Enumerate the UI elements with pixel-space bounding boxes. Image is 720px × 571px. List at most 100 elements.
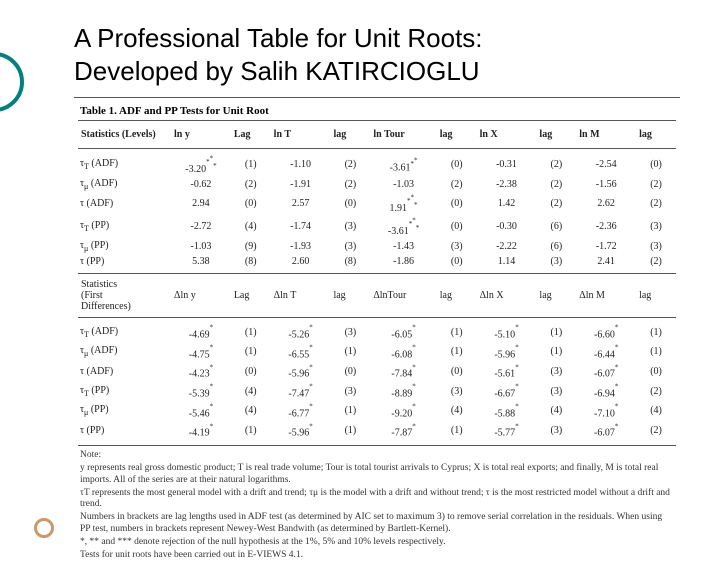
stat-label: τT (PP) (78, 381, 171, 401)
col-lntour: ln Tour (370, 121, 436, 149)
col-stat-label: Statistics (Levels) (78, 121, 171, 149)
table-row: τμ (PP)-1.03(9)-1.93(3)-1.43(3)-2.22(6)-… (78, 238, 676, 254)
cell-value: -7.87* (370, 421, 436, 445)
note-p4: *, ** and *** denote rejection of the nu… (80, 537, 674, 549)
cell-lag: (0) (437, 149, 477, 177)
col-lag: lag (330, 273, 370, 317)
cell-lag: (1) (330, 421, 370, 445)
cell-value: -6.94* (576, 381, 636, 401)
cell-value: -1.86 (370, 254, 436, 273)
cell-value: -1.93 (271, 238, 331, 254)
col-lag: lag (437, 121, 477, 149)
cell-lag: (3) (536, 421, 576, 445)
cell-value: -4.23* (171, 362, 231, 382)
col-lnt: ln T (271, 121, 331, 149)
col-lag: lag (636, 273, 676, 317)
table-panel: Table 1. ADF and PP Tests for Unit Root … (74, 97, 680, 571)
cell-value: -0.62 (171, 176, 231, 192)
cell-lag: (0) (231, 362, 271, 382)
table-row: τT (PP)-5.39*(4)-7.47*(3)-8.89*(3)-6.67*… (78, 381, 676, 401)
cell-lag: (0) (231, 192, 271, 215)
cell-lag: (1) (231, 342, 271, 362)
stat-label: τT (ADF) (78, 317, 171, 342)
cell-value: 2.60 (271, 254, 331, 273)
cell-value: -5.46* (171, 401, 231, 421)
table-row: τ (PP)-4.19*(1)-5.96*(1)-7.87*(1)-5.77*(… (78, 421, 676, 445)
cell-lag: (3) (437, 381, 477, 401)
diffs-label-1: Statistics (81, 279, 117, 290)
table-row: τμ (ADF)-0.62(2)-1.91(2)-1.03(2)-2.38(2)… (78, 176, 676, 192)
col-dlnx: Δln X (477, 273, 537, 317)
cell-lag: (1) (536, 342, 576, 362)
col-lag: lag (536, 273, 576, 317)
cell-lag: (2) (330, 176, 370, 192)
stat-label: τ (ADF) (78, 362, 171, 382)
cell-lag: (1) (231, 317, 271, 342)
cell-value: -5.10* (477, 317, 537, 342)
cell-value: -2.54 (576, 149, 636, 177)
col-dlny: Δln y (171, 273, 231, 317)
cell-lag: (0) (636, 362, 676, 382)
cell-value: -6.55* (271, 342, 331, 362)
cell-lag: (4) (636, 401, 676, 421)
cell-value: 5.38 (171, 254, 231, 273)
cell-lag: (2) (636, 176, 676, 192)
cell-lag: (1) (437, 342, 477, 362)
cell-value: -0.30 (477, 215, 537, 238)
cell-lag: (1) (636, 342, 676, 362)
cell-value: -5.88* (477, 401, 537, 421)
cell-lag: (3) (330, 238, 370, 254)
cell-value: -5.96* (477, 342, 537, 362)
table-row: τT (ADF)-4.69*(1)-5.26*(3)-6.05*(1)-5.10… (78, 317, 676, 342)
cell-value: -3.61** (370, 149, 436, 177)
col-dlnt: Δln T (271, 273, 331, 317)
cell-value: -2.72 (171, 215, 231, 238)
table-row: τ (ADF)-4.23*(0)-5.96*(0)-7.84*(0)-5.61*… (78, 362, 676, 382)
cell-lag: (0) (636, 149, 676, 177)
cell-value: -2.36 (576, 215, 636, 238)
cell-value: -7.47* (271, 381, 331, 401)
cell-value: -4.19* (171, 421, 231, 445)
cell-lag: (3) (536, 254, 576, 273)
col-lag: lag (636, 121, 676, 149)
col-lag: lag (330, 121, 370, 149)
cell-value: -5.96* (271, 362, 331, 382)
cell-lag: (4) (231, 215, 271, 238)
cell-value: -6.44* (576, 342, 636, 362)
title-line-2: Developed by Salih KATIRCIOGLU (74, 56, 480, 86)
cell-value: -1.56 (576, 176, 636, 192)
cell-lag: (3) (330, 381, 370, 401)
unit-root-table: Statistics (Levels) ln y Lag ln T lag ln… (78, 121, 676, 445)
bullet-circle-small (34, 518, 54, 538)
stat-label: τ (ADF) (78, 192, 171, 215)
cell-value: -3.61*** (370, 215, 436, 238)
levels-header-row: Statistics (Levels) ln y Lag ln T lag ln… (78, 121, 676, 149)
note-label: Note: (80, 450, 674, 462)
col-dlntour: ΔlnTour (370, 273, 436, 317)
cell-lag: (4) (231, 401, 271, 421)
cell-value: -7.84* (370, 362, 436, 382)
cell-value: -6.07* (576, 362, 636, 382)
slide-content: A Professional Table for Unit Roots: Dev… (0, 0, 720, 571)
stat-label: τμ (PP) (78, 401, 171, 421)
cell-value: -4.75* (171, 342, 231, 362)
col-lnm: ln M (576, 121, 636, 149)
cell-value: -6.77* (271, 401, 331, 421)
stat-label: τT (PP) (78, 215, 171, 238)
note-p1: y represents real gross domestic product… (80, 463, 674, 487)
cell-lag: (3) (437, 238, 477, 254)
cell-lag: (3) (330, 215, 370, 238)
cell-lag: (2) (636, 381, 676, 401)
cell-value: -1.03 (171, 238, 231, 254)
cell-value: -2.38 (477, 176, 537, 192)
slide-title: A Professional Table for Unit Roots: Dev… (74, 22, 680, 87)
cell-value: -0.31 (477, 149, 537, 177)
cell-lag: (6) (536, 238, 576, 254)
cell-lag: (4) (536, 401, 576, 421)
cell-lag: (1) (636, 317, 676, 342)
stat-label: τμ (ADF) (78, 176, 171, 192)
cell-lag: (2) (636, 254, 676, 273)
cell-lag: (3) (536, 362, 576, 382)
col-lag: Lag (231, 273, 271, 317)
diffs-label-2: (First (81, 290, 103, 301)
